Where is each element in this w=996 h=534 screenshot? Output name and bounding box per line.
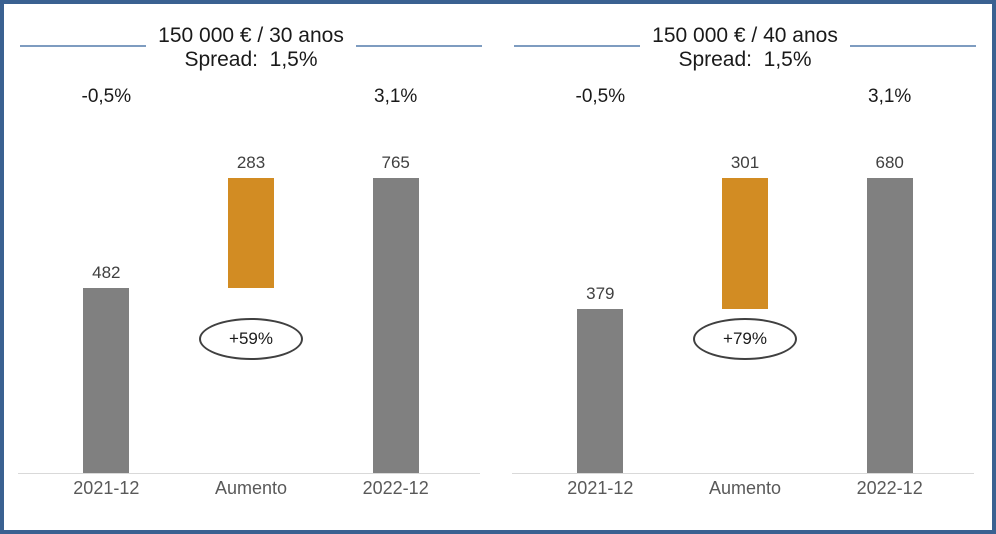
x-axis-labels: 2021-12 Aumento 2022-12 xyxy=(4,474,498,499)
title-rule-right xyxy=(849,45,977,47)
column-2021-12: -0,5% 482 xyxy=(34,86,179,474)
x-axis-label: Aumento xyxy=(708,478,782,498)
bar-2021-12 xyxy=(83,287,130,474)
rate-label-end: 3,1% xyxy=(868,86,912,107)
column-aumento: 283 +59% xyxy=(179,86,324,474)
bar-2022-12 xyxy=(866,178,913,474)
x-axis-line xyxy=(512,473,974,474)
rate-label-start: -0,5% xyxy=(575,86,626,107)
chart-header: 150 000 € / 40 anos Spread: 1,5% xyxy=(498,4,992,72)
bar-2022-12 xyxy=(372,178,419,474)
chart-panel-40-anos: 150 000 € / 40 anos Spread: 1,5% -0,5% 3… xyxy=(498,4,992,530)
chart-subtitle: Spread: 1,5% xyxy=(678,48,812,71)
title-rule-left xyxy=(514,45,641,47)
value-label: 765 xyxy=(381,153,410,172)
bar-aumento xyxy=(722,178,768,309)
title-rule-left xyxy=(20,45,147,47)
value-label: 301 xyxy=(730,153,760,172)
x-axis-label: 2022-12 xyxy=(856,478,923,498)
plot-area: -0,5% 482 283 +59% 3,1% 765 xyxy=(4,86,498,474)
title-rule-right xyxy=(355,45,483,47)
x-axis-line xyxy=(18,473,480,474)
x-axis-labels: 2021-12 Aumento 2022-12 xyxy=(498,474,992,499)
column-2022-12: 3,1% 765 xyxy=(323,86,468,474)
value-label: 680 xyxy=(875,153,904,172)
x-axis-label: Aumento xyxy=(214,478,288,498)
chart-subtitle: Spread: 1,5% xyxy=(184,48,318,71)
chart-title-block: 150 000 € / 30 anos Spread: 1,5% xyxy=(158,24,344,72)
x-axis-label: 2022-12 xyxy=(362,478,429,498)
x-axis-label: 2021-12 xyxy=(73,478,140,498)
plot-area: -0,5% 379 301 +79% 3,1% 680 xyxy=(498,86,992,474)
chart-header: 150 000 € / 30 anos Spread: 1,5% xyxy=(4,4,498,72)
rate-label-end: 3,1% xyxy=(374,86,418,107)
chart-title-block: 150 000 € / 40 anos Spread: 1,5% xyxy=(652,24,838,72)
bar-2021-12 xyxy=(577,309,624,474)
chart-title: 150 000 € / 30 anos xyxy=(158,24,344,47)
column-2021-12: -0,5% 379 xyxy=(528,86,673,474)
column-aumento: 301 +79% xyxy=(673,86,818,474)
value-label: 379 xyxy=(586,284,615,303)
chart-title: 150 000 € / 40 anos xyxy=(652,24,838,47)
x-axis-label: 2021-12 xyxy=(567,478,634,498)
bar-aumento xyxy=(228,178,274,288)
column-2022-12: 3,1% 680 xyxy=(817,86,962,474)
value-label: 283 xyxy=(236,153,266,172)
increase-badge: +79% xyxy=(693,318,797,360)
rate-label-start: -0,5% xyxy=(81,86,132,107)
value-label: 482 xyxy=(92,262,121,282)
chart-panel-30-anos: 150 000 € / 30 anos Spread: 1,5% -0,5% 4… xyxy=(4,4,498,530)
increase-badge: +59% xyxy=(199,318,303,360)
